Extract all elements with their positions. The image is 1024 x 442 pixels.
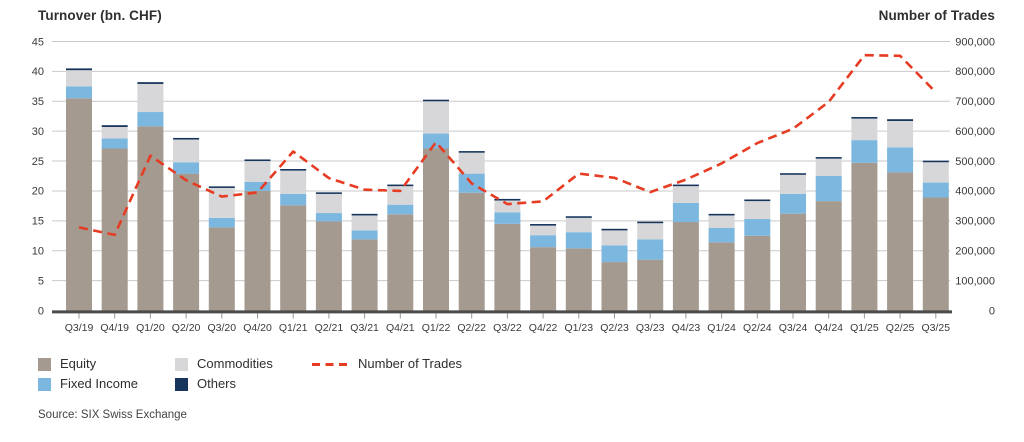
legend-label-others: Others xyxy=(197,376,237,391)
svg-text:Q4/23: Q4/23 xyxy=(672,322,701,334)
legend: Equity Fixed Income Commodities Others xyxy=(38,357,462,391)
svg-text:15: 15 xyxy=(32,216,44,228)
svg-text:Q1/21: Q1/21 xyxy=(279,322,308,334)
left-axis-title: Turnover (bn. CHF) xyxy=(38,8,162,23)
svg-text:600,000: 600,000 xyxy=(955,126,995,138)
bar-Q4-21 xyxy=(387,184,414,311)
legend-label-commodities: Commodities xyxy=(197,356,273,371)
bar-Q4-19 xyxy=(101,125,128,311)
svg-text:45: 45 xyxy=(32,36,44,48)
svg-text:400,000: 400,000 xyxy=(955,186,995,198)
svg-text:Q2/25: Q2/25 xyxy=(886,322,915,334)
stacked-bars xyxy=(66,68,949,311)
bar-Q2-24 xyxy=(744,199,771,311)
legend-item-fixed-income: Fixed Income xyxy=(38,377,175,391)
bar-Q4-20 xyxy=(244,159,271,311)
dashed-line-swatch xyxy=(312,362,348,366)
bar-Q2-22 xyxy=(458,151,485,311)
svg-text:Q4/22: Q4/22 xyxy=(529,322,558,334)
svg-text:Q3/25: Q3/25 xyxy=(921,322,950,334)
svg-text:Q2/24: Q2/24 xyxy=(743,322,772,334)
svg-text:0: 0 xyxy=(989,305,995,317)
bar-Q1-20 xyxy=(137,82,164,311)
bar-Q4-22 xyxy=(530,224,557,311)
svg-text:300,000: 300,000 xyxy=(955,216,995,228)
source-note: Source: SIX Swiss Exchange xyxy=(38,409,187,421)
svg-text:500,000: 500,000 xyxy=(955,156,995,168)
bar-Q3-25 xyxy=(922,160,949,311)
svg-text:Q3/21: Q3/21 xyxy=(350,322,379,334)
commodities-swatch xyxy=(175,357,188,371)
svg-text:900,000: 900,000 xyxy=(955,36,995,48)
bar-Q1-23 xyxy=(565,216,592,311)
bar-Q2-20 xyxy=(173,137,200,311)
svg-text:Q3/24: Q3/24 xyxy=(779,322,808,334)
svg-text:Q2/20: Q2/20 xyxy=(172,322,201,334)
bar-Q3-23 xyxy=(637,221,664,311)
others-swatch xyxy=(175,377,188,391)
svg-text:Q2/22: Q2/22 xyxy=(457,322,486,334)
x-axis-labels: Q3/19 Q4/19 Q1/20 Q2/20 Q3/20 Q4/20 Q1/21 Q2/21… xyxy=(65,322,951,334)
right-axis-tick-labels: 0 100,000 200,000 300,000 400,000 500,000 600,… xyxy=(955,36,995,317)
svg-text:Q2/21: Q2/21 xyxy=(315,322,344,334)
bar-Q2-23 xyxy=(601,228,628,311)
number-of-trades-line xyxy=(78,53,937,237)
svg-text:Q1/23: Q1/23 xyxy=(564,322,593,334)
legend-item-number-of-trades: Number of Trades xyxy=(311,357,462,371)
legend-label-number-of-trades: Number of Trades xyxy=(358,356,463,371)
svg-text:800,000: 800,000 xyxy=(955,66,995,78)
bar-Q3-22 xyxy=(494,198,521,311)
bar-Q2-21 xyxy=(315,192,342,311)
svg-text:700,000: 700,000 xyxy=(955,96,995,108)
right-axis-title: Number of Trades xyxy=(878,8,995,23)
legend-item-commodities: Commodities xyxy=(175,357,311,371)
svg-text:Q1/20: Q1/20 xyxy=(136,322,165,334)
svg-text:100,000: 100,000 xyxy=(955,275,995,287)
svg-text:Q4/20: Q4/20 xyxy=(243,322,272,334)
svg-text:25: 25 xyxy=(32,156,44,168)
legend-item-others: Others xyxy=(175,377,311,391)
bar-Q3-19 xyxy=(66,68,92,311)
left-axis-tick-labels: 0 5 10 15 20 25 30 35 40 45 xyxy=(32,36,44,317)
svg-text:10: 10 xyxy=(32,246,44,258)
bar-Q2-25 xyxy=(887,119,914,311)
svg-text:Q3/23: Q3/23 xyxy=(636,322,665,334)
svg-text:Q2/23: Q2/23 xyxy=(600,322,629,334)
bar-Q1-21 xyxy=(280,169,307,311)
bar-Q1-22 xyxy=(423,99,449,311)
svg-text:200,000: 200,000 xyxy=(955,246,995,258)
bar-Q3-24 xyxy=(780,173,806,311)
bar-Q3-20 xyxy=(208,186,235,311)
svg-text:Q3/22: Q3/22 xyxy=(493,322,522,334)
svg-text:Q4/24: Q4/24 xyxy=(814,322,843,334)
svg-text:Q1/24: Q1/24 xyxy=(707,322,736,334)
equity-swatch xyxy=(38,357,51,371)
svg-text:0: 0 xyxy=(38,305,44,317)
svg-text:Q3/19: Q3/19 xyxy=(65,322,94,334)
svg-text:Q1/22: Q1/22 xyxy=(422,322,451,334)
x-axis-ticks xyxy=(78,313,937,319)
bar-Q1-25 xyxy=(851,117,878,311)
svg-text:35: 35 xyxy=(32,96,44,108)
svg-text:5: 5 xyxy=(38,275,44,287)
svg-text:30: 30 xyxy=(32,126,44,138)
legend-item-equity: Equity xyxy=(38,357,175,371)
bar-Q1-24 xyxy=(708,213,735,311)
legend-label-fixed-income: Fixed Income xyxy=(60,376,139,391)
legend-label-equity: Equity xyxy=(60,356,97,371)
fixed-income-swatch xyxy=(38,377,51,391)
bar-Q4-23 xyxy=(672,184,699,311)
svg-text:Q3/20: Q3/20 xyxy=(207,322,236,334)
svg-text:Q4/21: Q4/21 xyxy=(386,322,415,334)
bar-Q4-24 xyxy=(815,157,842,311)
svg-text:20: 20 xyxy=(32,186,44,198)
svg-text:40: 40 xyxy=(32,66,44,78)
svg-text:Q1/25: Q1/25 xyxy=(850,322,879,334)
turnover-trades-chart: 0 5 10 15 20 25 30 35 40 45 0 100,000 200,000 300,000… xyxy=(32,36,995,334)
bar-Q3-21 xyxy=(351,213,378,311)
svg-text:Q4/19: Q4/19 xyxy=(100,322,129,334)
